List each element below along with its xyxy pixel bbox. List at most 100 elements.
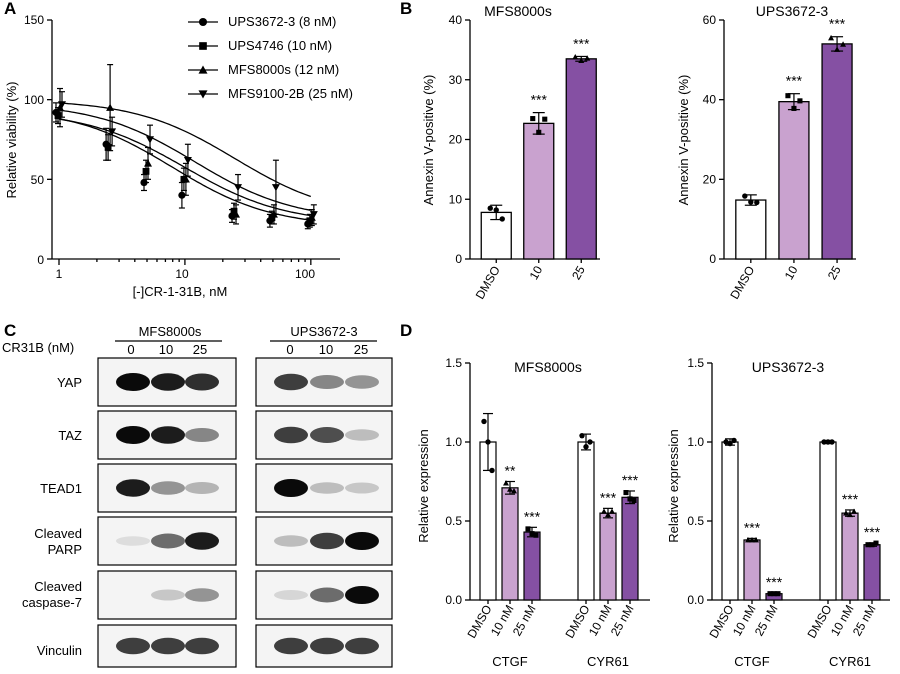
marker-triangle-up [745, 536, 751, 543]
expression-y-tick-label: 1.5 [687, 356, 704, 370]
blot-band [185, 588, 219, 602]
blot-band [185, 532, 219, 550]
blot-box [97, 516, 237, 566]
cr31b-dose-label: CR31B (nM) [2, 340, 74, 355]
blot-band [151, 373, 185, 391]
blot-box [255, 570, 393, 620]
blot-band [274, 373, 308, 391]
blot-band [185, 482, 219, 494]
expression-category-label: 25 nM [752, 603, 781, 639]
marker-triangle-up [851, 508, 857, 514]
blot-lane-label: 25 [193, 342, 207, 357]
expression-y-axis-label: Relative expression [416, 429, 431, 542]
marker-circle [198, 17, 208, 27]
expression-bar [577, 441, 595, 601]
marker-square [525, 526, 531, 532]
panel-label-c: C [4, 321, 16, 340]
gene-group-label: CYR61 [829, 654, 871, 669]
viability-x-tick-label: 100 [295, 267, 315, 281]
marker-circle [579, 432, 585, 439]
marker-square [104, 144, 112, 151]
annexin-y-tick-label: 0 [709, 252, 716, 266]
marker-triangle-up [578, 57, 585, 64]
marker-square [542, 116, 548, 122]
viability-y-tick-label: 50 [31, 173, 45, 187]
annexin-y-axis-label: Annexin V-positive (%) [421, 75, 436, 206]
significance-stars: *** [744, 519, 761, 535]
blot-box [255, 357, 393, 407]
marker-circle [485, 439, 491, 445]
significance-stars: *** [829, 16, 846, 32]
marker-circle [178, 191, 186, 199]
blot-row-label: TAZ [58, 428, 82, 443]
marker-triangle-down [309, 211, 318, 219]
annexin-y-axis-label: Annexin V-positive (%) [676, 75, 691, 206]
marker-triangle-up [106, 103, 115, 111]
marker-square [623, 490, 629, 496]
marker-square [771, 591, 777, 597]
marker-square [530, 116, 536, 122]
blot-box [97, 570, 237, 620]
annexin-category-label: DMSO [473, 264, 503, 302]
blot-lane-label: 10 [319, 342, 333, 357]
annexin-chart-title: MFS8000s [484, 3, 552, 19]
expression-bar [863, 544, 881, 601]
expression-bar [841, 512, 859, 601]
viability-fit-curve [58, 117, 311, 221]
blot-row-label: Cleaved [34, 526, 82, 541]
marker-circle [481, 418, 487, 425]
viability-fit-curve [58, 118, 311, 217]
marker-square [529, 531, 535, 537]
viability-y-axis-label: Relative viability (%) [4, 81, 19, 198]
viability-fit-curve [58, 109, 311, 211]
blot-band [151, 589, 185, 601]
expression-bar [721, 441, 739, 601]
expression-category-label: DMSO [464, 603, 494, 641]
blot-box [255, 463, 393, 513]
blot-band [345, 532, 379, 550]
legend-label-ups4746: UPS4746 (10 nM) [228, 38, 332, 53]
marker-circle [493, 207, 499, 213]
expression-bar [523, 531, 541, 601]
annexin-y-tick-label: 0 [455, 252, 462, 266]
blot-lane-label: 0 [127, 342, 134, 357]
marker-square [142, 167, 150, 175]
annexin-y-tick-label: 20 [449, 133, 463, 147]
viability-x-tick-label: 1 [56, 267, 63, 281]
expression-y-tick-label: 1.5 [445, 356, 462, 370]
blot-row-label: Vinculin [37, 643, 82, 658]
blot-box [255, 410, 393, 460]
marker-triangle-up [181, 175, 190, 183]
blot-band [345, 586, 379, 604]
marker-square [797, 98, 803, 104]
viability-y-tick-label: 0 [37, 253, 44, 267]
annexin-y-tick-label: 10 [449, 192, 463, 206]
marker-triangle-up [847, 511, 853, 518]
blot-band [185, 428, 219, 442]
blot-row-label: TEAD1 [40, 481, 82, 496]
marker-circle [825, 439, 831, 445]
annexin-y-tick-label: 30 [449, 73, 463, 87]
marker-circle [587, 439, 593, 445]
blot-band [310, 482, 344, 494]
viability-x-axis-label: [-]CR-1-31B, nM [133, 284, 228, 299]
blot-band [185, 637, 219, 655]
marker-triangle-up [843, 510, 849, 516]
annexin-y-tick-label: 40 [703, 93, 717, 107]
expression-y-tick-label: 0.5 [445, 514, 462, 528]
significance-stars: *** [842, 491, 859, 507]
annexin-y-tick-label: 60 [703, 13, 717, 27]
legend-label-mfs8000s: MFS8000s (12 nM) [228, 62, 339, 77]
marker-triangle-up [507, 486, 513, 492]
marker-square [775, 591, 781, 597]
marker-triangle-up [828, 34, 835, 41]
gene-group-label: CYR61 [587, 654, 629, 669]
marker-triangle-up [840, 41, 847, 47]
expression-y-tick-label: 1.0 [687, 435, 704, 449]
marker-square [869, 542, 875, 548]
blot-box [255, 624, 393, 668]
annexin-y-tick-label: 40 [449, 13, 463, 27]
blot-band [310, 587, 344, 603]
legend-label-mfs9100: MFS9100-2B (25 nM) [228, 86, 353, 101]
